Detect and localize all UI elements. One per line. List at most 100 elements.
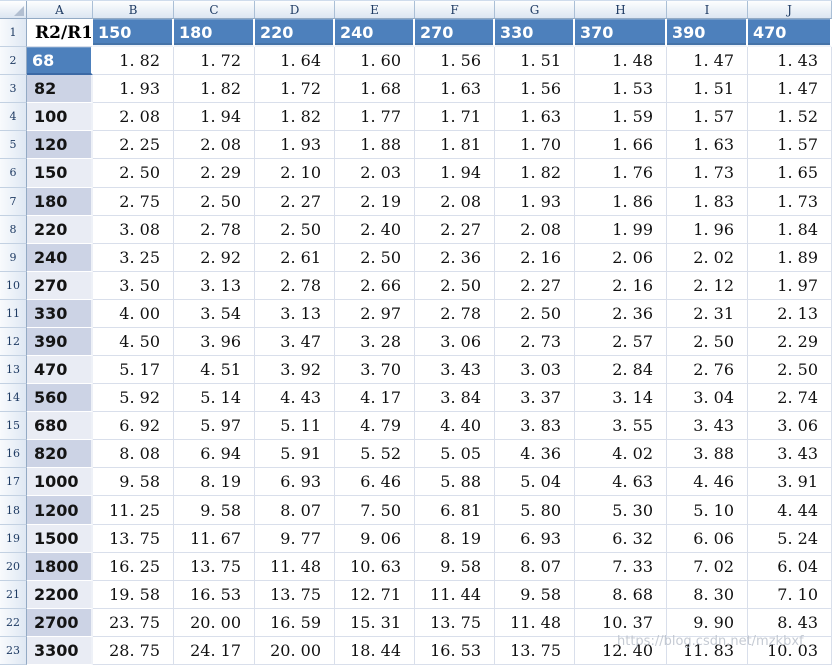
cell-A22[interactable]: 2700 bbox=[27, 608, 93, 637]
cell-A12[interactable]: 390 bbox=[27, 327, 93, 357]
cell-F14[interactable]: 3. 84 bbox=[415, 384, 495, 413]
row-header-22[interactable]: 22 bbox=[0, 608, 27, 637]
column-header-A[interactable]: A bbox=[27, 1, 93, 19]
cell-D21[interactable]: 13. 75 bbox=[255, 580, 335, 609]
cell-A20[interactable]: 1800 bbox=[27, 552, 93, 581]
cell-B15[interactable]: 6. 92 bbox=[93, 412, 174, 441]
cell-C7[interactable]: 2. 50 bbox=[174, 187, 255, 216]
cell-B17[interactable]: 9. 58 bbox=[93, 468, 174, 497]
cell-D20[interactable]: 11. 48 bbox=[255, 552, 335, 581]
cell-I19[interactable]: 6. 06 bbox=[667, 524, 748, 553]
cell-D7[interactable]: 2. 27 bbox=[255, 187, 335, 216]
select-all-button[interactable] bbox=[0, 1, 27, 19]
cell-B6[interactable]: 2. 50 bbox=[93, 159, 174, 188]
cell-I16[interactable]: 3. 88 bbox=[667, 440, 748, 469]
cell-E10[interactable]: 2. 66 bbox=[335, 271, 415, 300]
cell-G8[interactable]: 2. 08 bbox=[495, 215, 575, 244]
cell-I17[interactable]: 4. 46 bbox=[667, 468, 748, 497]
column-header-J[interactable]: J bbox=[748, 1, 832, 19]
cell-J10[interactable]: 1. 97 bbox=[748, 271, 832, 300]
column-header-I[interactable]: I bbox=[667, 1, 748, 19]
cell-E8[interactable]: 2. 40 bbox=[335, 215, 415, 244]
cell-H15[interactable]: 3. 55 bbox=[575, 412, 667, 441]
cell-J23[interactable]: 10. 03 bbox=[748, 636, 832, 665]
cell-B21[interactable]: 19. 58 bbox=[93, 580, 174, 609]
cell-G20[interactable]: 8. 07 bbox=[495, 552, 575, 581]
cell-C22[interactable]: 20. 00 bbox=[174, 608, 255, 637]
cell-B10[interactable]: 3. 50 bbox=[93, 271, 174, 300]
cell-B7[interactable]: 2. 75 bbox=[93, 187, 174, 216]
cell-B1[interactable]: 150 bbox=[93, 19, 174, 48]
cell-J12[interactable]: 2. 29 bbox=[748, 327, 832, 357]
cell-B3[interactable]: 1. 93 bbox=[93, 75, 174, 104]
cell-I18[interactable]: 5. 10 bbox=[667, 496, 748, 525]
cell-J6[interactable]: 1. 65 bbox=[748, 159, 832, 188]
cell-C13[interactable]: 4. 51 bbox=[174, 356, 255, 385]
cell-C6[interactable]: 2. 29 bbox=[174, 159, 255, 188]
cell-J7[interactable]: 1. 73 bbox=[748, 187, 832, 216]
row-header-15[interactable]: 15 bbox=[0, 412, 27, 441]
cell-C1[interactable]: 180 bbox=[174, 19, 255, 48]
cell-B9[interactable]: 3. 25 bbox=[93, 243, 174, 272]
cell-I13[interactable]: 2. 76 bbox=[667, 356, 748, 385]
row-header-9[interactable]: 9 bbox=[0, 243, 27, 272]
cell-D8[interactable]: 2. 50 bbox=[255, 215, 335, 244]
cell-E18[interactable]: 7. 50 bbox=[335, 496, 415, 525]
cell-I14[interactable]: 3. 04 bbox=[667, 384, 748, 413]
cell-D16[interactable]: 5. 91 bbox=[255, 440, 335, 469]
cell-F7[interactable]: 2. 08 bbox=[415, 187, 495, 216]
cell-A9[interactable]: 240 bbox=[27, 243, 93, 272]
cell-I20[interactable]: 7. 02 bbox=[667, 552, 748, 581]
cell-C23[interactable]: 24. 17 bbox=[174, 636, 255, 665]
cell-D9[interactable]: 2. 61 bbox=[255, 243, 335, 272]
cell-F11[interactable]: 2. 78 bbox=[415, 299, 495, 328]
cell-I22[interactable]: 9. 90 bbox=[667, 608, 748, 637]
cell-B4[interactable]: 2. 08 bbox=[93, 103, 174, 132]
cell-I4[interactable]: 1. 57 bbox=[667, 103, 748, 132]
cell-I1[interactable]: 390 bbox=[667, 19, 748, 48]
cell-H12[interactable]: 2. 57 bbox=[575, 327, 667, 357]
cell-H18[interactable]: 5. 30 bbox=[575, 496, 667, 525]
cell-B2[interactable]: 1. 82 bbox=[93, 47, 174, 76]
cell-A14[interactable]: 560 bbox=[27, 384, 93, 413]
cell-A18[interactable]: 1200 bbox=[27, 496, 93, 525]
cell-D1[interactable]: 220 bbox=[255, 19, 335, 48]
cell-C9[interactable]: 2. 92 bbox=[174, 243, 255, 272]
cell-A23[interactable]: 3300 bbox=[27, 636, 93, 665]
row-header-20[interactable]: 20 bbox=[0, 552, 27, 581]
row-header-10[interactable]: 10 bbox=[0, 271, 27, 300]
cell-E2[interactable]: 1. 60 bbox=[335, 47, 415, 76]
cell-J2[interactable]: 1. 43 bbox=[748, 47, 832, 76]
cell-A2[interactable]: 68 bbox=[27, 47, 93, 76]
cell-H22[interactable]: 10. 37 bbox=[575, 608, 667, 637]
cell-I15[interactable]: 3. 43 bbox=[667, 412, 748, 441]
cell-I21[interactable]: 8. 30 bbox=[667, 580, 748, 609]
cell-G4[interactable]: 1. 63 bbox=[495, 103, 575, 132]
cell-F12[interactable]: 3. 06 bbox=[415, 327, 495, 357]
cell-F8[interactable]: 2. 27 bbox=[415, 215, 495, 244]
cell-G2[interactable]: 1. 51 bbox=[495, 47, 575, 76]
cell-I6[interactable]: 1. 73 bbox=[667, 159, 748, 188]
cell-J4[interactable]: 1. 52 bbox=[748, 103, 832, 132]
cell-H4[interactable]: 1. 59 bbox=[575, 103, 667, 132]
cell-F6[interactable]: 1. 94 bbox=[415, 159, 495, 188]
cell-H10[interactable]: 2. 16 bbox=[575, 271, 667, 300]
cell-I10[interactable]: 2. 12 bbox=[667, 271, 748, 300]
row-header-18[interactable]: 18 bbox=[0, 496, 27, 525]
cell-D5[interactable]: 1. 93 bbox=[255, 131, 335, 160]
cell-J3[interactable]: 1. 47 bbox=[748, 75, 832, 104]
cell-C10[interactable]: 3. 13 bbox=[174, 271, 255, 300]
cell-G23[interactable]: 13. 75 bbox=[495, 636, 575, 665]
cell-C8[interactable]: 2. 78 bbox=[174, 215, 255, 244]
cell-G21[interactable]: 9. 58 bbox=[495, 580, 575, 609]
cell-F15[interactable]: 4. 40 bbox=[415, 412, 495, 441]
cell-H7[interactable]: 1. 86 bbox=[575, 187, 667, 216]
cell-D13[interactable]: 3. 92 bbox=[255, 356, 335, 385]
row-header-7[interactable]: 7 bbox=[0, 187, 27, 216]
cell-B8[interactable]: 3. 08 bbox=[93, 215, 174, 244]
cell-D2[interactable]: 1. 64 bbox=[255, 47, 335, 76]
cell-A3[interactable]: 82 bbox=[27, 75, 93, 104]
cell-A17[interactable]: 1000 bbox=[27, 468, 93, 497]
cell-F5[interactable]: 1. 81 bbox=[415, 131, 495, 160]
cell-G19[interactable]: 6. 93 bbox=[495, 524, 575, 553]
